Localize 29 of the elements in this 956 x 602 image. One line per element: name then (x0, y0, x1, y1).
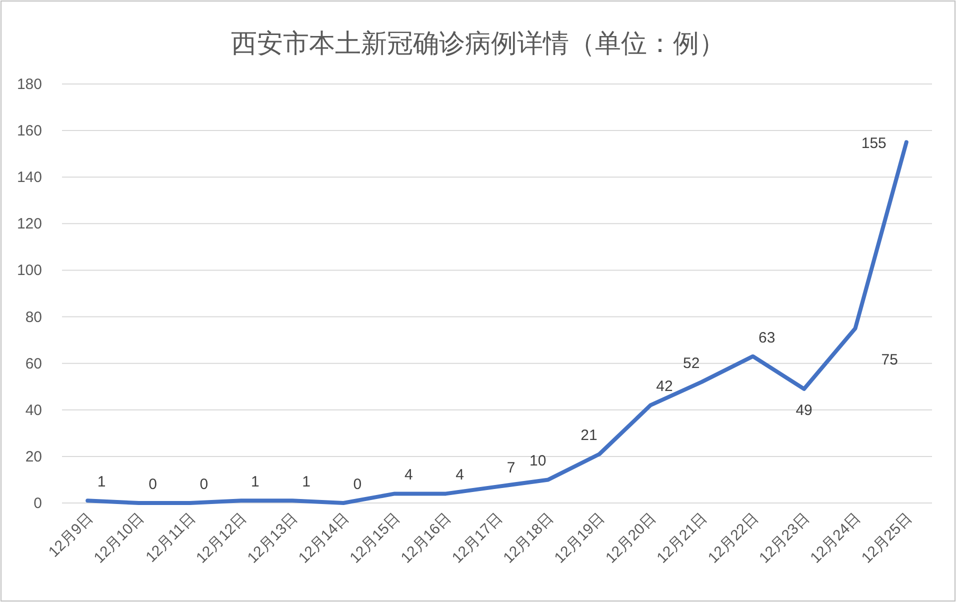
y-tick-label: 120 (16, 216, 42, 233)
y-tick-label: 80 (25, 308, 42, 326)
data-label: 52 (683, 354, 700, 372)
data-label: 1 (302, 474, 310, 491)
y-tick-label: 100 (16, 262, 42, 280)
y-tick-label: 160 (16, 122, 42, 140)
data-label: 75 (881, 351, 898, 368)
data-label: 155 (861, 135, 886, 152)
y-tick-label: 140 (16, 169, 42, 186)
data-label: 21 (580, 427, 598, 444)
data-label: 49 (796, 402, 812, 419)
data-label: 4 (456, 466, 464, 484)
y-tick-label: 20 (25, 448, 42, 466)
data-label: 4 (404, 466, 413, 484)
y-tick-label: 40 (25, 402, 42, 419)
data-label: 0 (200, 476, 208, 493)
x-tick-label: 12月9日 (45, 510, 96, 561)
y-tick-label: 0 (34, 495, 42, 512)
data-label: 1 (97, 474, 106, 491)
data-label: 10 (529, 452, 546, 470)
data-label: 0 (148, 476, 157, 493)
y-tick-label: 180 (16, 76, 42, 93)
data-label: 1 (250, 474, 260, 491)
data-label: 0 (353, 476, 362, 493)
chart-title: 西安市本土新冠确诊病例详情（单位：例） (231, 28, 725, 58)
data-label: 7 (506, 460, 516, 477)
data-label: 63 (758, 329, 776, 346)
data-label: 42 (656, 378, 673, 396)
y-tick-label: 60 (25, 355, 42, 372)
